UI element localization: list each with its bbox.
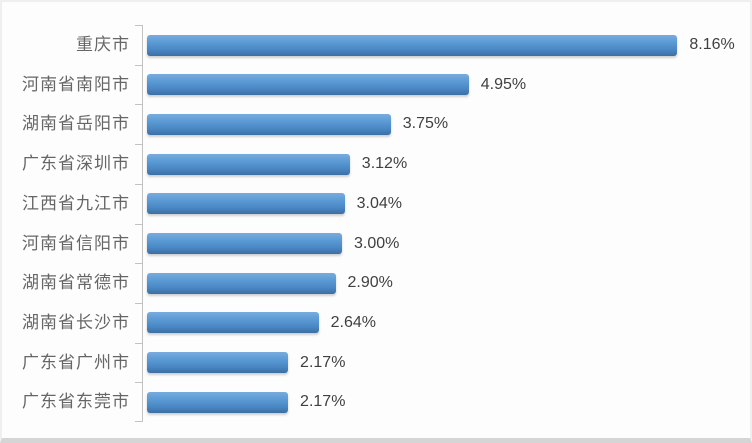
category-label: 河南省信阳市 [22,233,130,253]
category-label: 湖南省长沙市 [22,312,130,332]
axis-tick [135,25,142,26]
category-row: 湖南省长沙市 2.64% [2,303,750,343]
category-row: 河南省信阳市 3.00% [2,224,750,264]
value-label: 3.04% [356,194,402,212]
category-row: 湖南省岳阳市 3.75% [2,104,750,144]
category-row: 重庆市 8.16% [2,25,750,65]
y-axis-line [142,25,143,422]
category-label: 河南省南阳市 [22,74,130,94]
category-row: 江西省九江市 3.04% [2,184,750,224]
category-label: 重庆市 [76,35,130,54]
category-row: 广东省深圳市 3.12% [2,144,750,184]
value-label: 2.17% [300,393,346,411]
value-label: 4.95% [480,75,527,93]
value-label: 8.16% [689,36,735,53]
category-label: 湖南省常德市 [22,273,130,293]
axis-tick [135,382,142,384]
axis-tick [135,342,142,344]
value-label: 2.64% [330,313,376,331]
axis-tick [135,183,142,185]
bar [147,391,289,413]
bar [147,153,350,175]
value-label: 3.75% [402,115,449,133]
bar [147,34,678,56]
axis-tick [135,223,142,225]
plot-area: 重庆市 8.16% 河南省南阳市 4.95% 湖南省岳阳市 3.75% 广东省深圳市 3.12… [2,25,750,422]
category-row: 湖南省常德市 2.90% [2,263,750,303]
value-label: 3.12% [361,155,408,173]
value-label: 2.17% [300,353,346,371]
bar [147,113,391,135]
axis-tick [135,302,142,304]
bar [147,74,469,96]
bar [147,233,342,254]
axis-tick [135,144,142,146]
bar [147,312,319,334]
category-label: 江西省九江市 [22,193,130,213]
value-label: 3.00% [354,234,400,252]
axis-tick [135,421,142,422]
axis-tick [135,263,142,265]
axis-tick [135,104,142,106]
value-label: 2.90% [347,274,393,292]
bar [147,193,345,215]
category-row: 河南省南阳市 4.95% [2,65,750,105]
category-row: 广东省东莞市 2.17% [2,382,750,422]
category-label: 广东省东莞市 [22,392,130,412]
category-label: 广东省深圳市 [22,154,130,174]
category-label: 湖南省岳阳市 [22,114,130,134]
bar [147,352,289,374]
bar [147,272,336,294]
category-row: 广东省广州市 2.17% [2,343,750,383]
category-label: 广东省广州市 [22,352,130,372]
axis-tick [135,64,142,66]
